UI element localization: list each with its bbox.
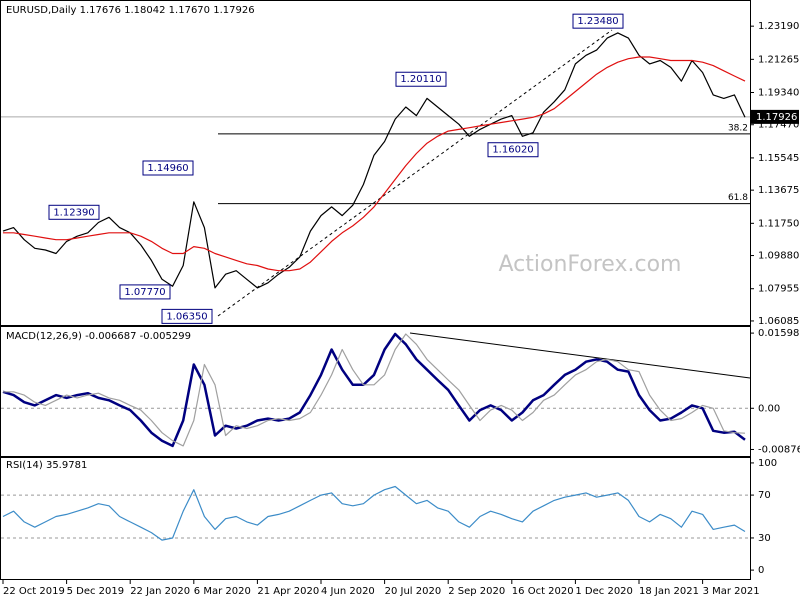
y-tick-label: 1.11750 <box>758 218 799 229</box>
last-price-label: 1.17926 <box>756 112 797 123</box>
y-tick-label: 70 <box>758 490 771 501</box>
x-tick-label: 16 Oct 2020 <box>512 586 574 597</box>
fib-label: 61.8 <box>728 193 748 203</box>
y-tick-label: 1.23190 <box>758 21 799 32</box>
annotation-label: 1.14960 <box>147 163 188 174</box>
annotation-label: 1.06350 <box>166 311 207 322</box>
x-tick-label: 6 Mar 2020 <box>194 586 251 597</box>
annotation-label: 1.20110 <box>400 74 441 85</box>
series-line <box>3 333 746 447</box>
x-tick-label: 22 Jan 2020 <box>130 586 190 597</box>
annotation-box <box>487 142 539 158</box>
y-tick-label: 1.21265 <box>758 54 799 65</box>
watermark: ActionForex.com <box>499 252 682 277</box>
x-tick-label: 5 Dec 2019 <box>67 586 125 597</box>
x-tick-label: 18 Jan 2021 <box>639 586 699 597</box>
x-tick-label: 2 Sep 2020 <box>448 586 505 597</box>
y-tick-label: 1.17470 <box>758 120 799 131</box>
y-tick-label: 1.09880 <box>758 251 799 262</box>
price-panel <box>0 0 751 326</box>
y-tick-label: 30 <box>758 533 771 544</box>
y-tick-label: 1.06085 <box>758 316 799 327</box>
annotation-box <box>119 284 171 300</box>
x-tick-label: 22 Oct 2019 <box>3 586 65 597</box>
chart-title: EURUSD,Daily 1.17676 1.18042 1.17670 1.1… <box>6 5 255 16</box>
y-tick-label: -0.008762 <box>758 444 800 455</box>
y-tick-label: 0.015983 <box>758 328 800 339</box>
series-line <box>2 32 746 289</box>
series-line <box>2 332 746 448</box>
annotation-box <box>142 160 194 176</box>
series-line <box>3 56 746 272</box>
series-line <box>2 485 746 541</box>
y-tick-label: 0 <box>758 565 764 576</box>
rsi-title: RSI(14) 35.9781 <box>6 460 87 471</box>
annotation-label: 1.07770 <box>124 287 165 298</box>
annotation-box <box>572 13 624 29</box>
y-tick-label: 1.13675 <box>758 185 799 196</box>
y-tick-label: 1.19340 <box>758 88 799 99</box>
annotation-label: 1.16020 <box>492 145 533 156</box>
rsi-panel <box>0 457 751 580</box>
macd-title: MACD(12,26,9) -0.006687 -0.005299 <box>6 331 191 342</box>
annotation-label: 1.23480 <box>577 16 618 27</box>
annotation-box <box>395 71 447 87</box>
y-tick-label: 0.00 <box>758 403 780 414</box>
macd-panel <box>0 326 751 457</box>
annotation-box <box>161 308 213 324</box>
annotation-label: 1.12390 <box>53 207 94 218</box>
macd-trend-line <box>409 332 751 379</box>
x-tick-label: 20 Jul 2020 <box>385 586 442 597</box>
x-tick-label: 1 Dec 2020 <box>575 586 633 597</box>
x-tick-label: 4 Jun 2020 <box>321 586 375 597</box>
last-price-tag <box>751 109 799 124</box>
x-tick-label: 3 Mar 2021 <box>703 586 760 597</box>
x-tick-label: 21 Apr 2020 <box>257 586 319 597</box>
y-tick-label: 100 <box>758 458 777 469</box>
annotation-box <box>48 204 100 220</box>
y-tick-label: 1.15545 <box>758 153 799 164</box>
y-tick-label: 1.07955 <box>758 284 799 295</box>
fib-label: 38.2 <box>728 123 748 133</box>
